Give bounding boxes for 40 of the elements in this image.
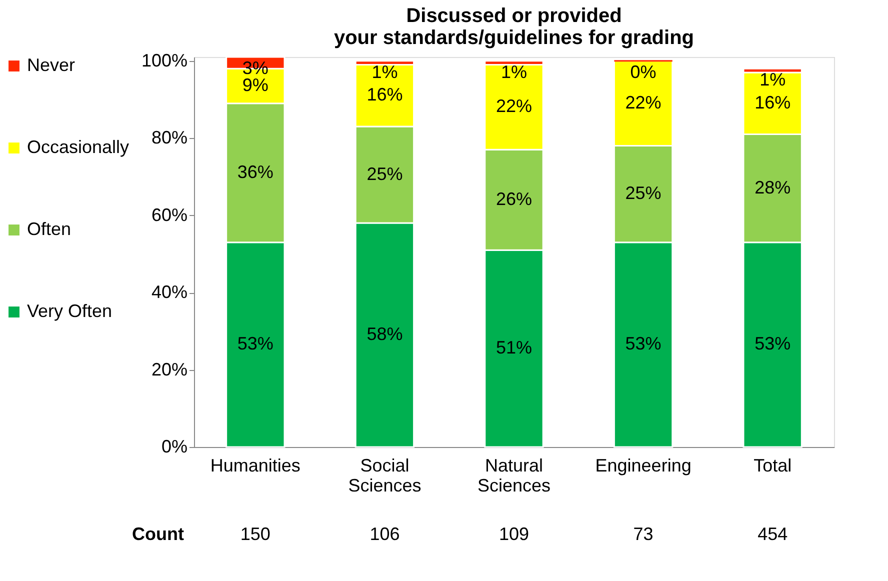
y-tick-label: 60% [151, 204, 188, 225]
x-tick-label: Social Sciences [348, 456, 422, 496]
data-label: 1% [760, 70, 786, 90]
data-label: 53% [754, 334, 791, 354]
y-tick-label: 80% [151, 128, 188, 148]
data-label: 28% [754, 177, 791, 198]
data-label: 1% [372, 62, 398, 82]
data-label: 22% [496, 96, 532, 116]
text: Count [132, 524, 184, 544]
data-label: 51% [496, 338, 532, 358]
legend-label: Never [27, 55, 76, 75]
data-label: 58% [366, 324, 403, 344]
y-tick-label: 0% [161, 436, 188, 456]
data-label: 22% [625, 92, 662, 112]
legend-label: Very Often [27, 301, 112, 321]
x-tick-label: Natural Sciences [477, 456, 551, 496]
data-label: 53% [625, 334, 662, 354]
x-tick-label: Engineering [595, 456, 692, 476]
text: 150 [240, 524, 270, 544]
data-label: 25% [366, 164, 403, 184]
data-label: 53% [237, 334, 274, 354]
text: 454 [758, 524, 788, 544]
legend-label: Occasionally [27, 137, 130, 157]
y-tick-label: 20% [151, 359, 188, 380]
y-tick-label: 40% [151, 282, 188, 302]
legend-label: Often [27, 219, 72, 239]
data-label: 16% [754, 92, 791, 112]
chart-title: Discussed or provided your standards/guidelines for grading [334, 4, 694, 49]
data-label: 0% [630, 62, 656, 82]
text: 73 [633, 524, 654, 544]
x-tick-label: Humanities [210, 456, 300, 476]
data-label: 25% [625, 183, 662, 204]
x-tick-label: Total [754, 456, 792, 476]
data-label: 16% [366, 84, 403, 105]
text: 106 [370, 524, 400, 544]
text: 109 [498, 524, 530, 544]
data-label: 26% [496, 188, 532, 209]
data-label: 36% [237, 162, 274, 182]
y-tick-label: 100% [141, 50, 188, 70]
data-label: 1% [500, 62, 528, 82]
